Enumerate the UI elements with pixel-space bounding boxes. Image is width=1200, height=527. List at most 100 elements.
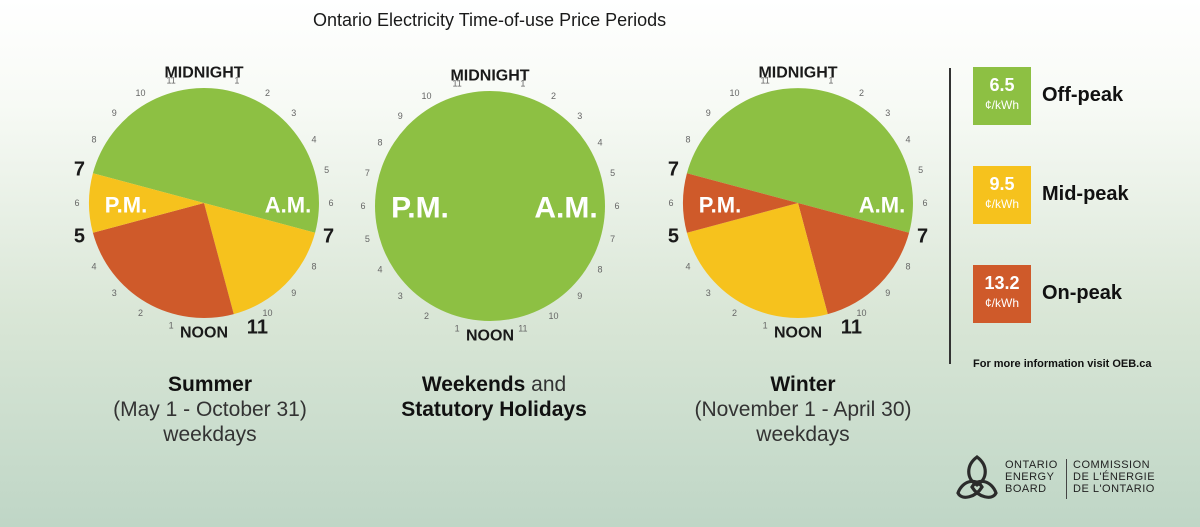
hour-tick-label: 3 (885, 108, 890, 118)
oeb-logo: ONTARIO ENERGY BOARD COMMISSION DE L'ÉNE… (952, 453, 1192, 507)
noon-label: NOON (180, 325, 228, 342)
oeb-logo-en-line: ONTARIO (1005, 459, 1058, 471)
hour-tick-label: 6 (922, 198, 927, 208)
clock-weekends: 12345678910111234567891011MIDNIGHTNOONA.… (360, 68, 619, 345)
hour-tick-label: 11 (760, 75, 769, 85)
pm-label: P.M. (105, 193, 147, 218)
clock-segment-on_peak (798, 203, 910, 315)
hour-tick-label: 11 (518, 324, 527, 334)
noon-label: NOON (774, 325, 822, 342)
hour-tick-label: 1 (169, 321, 174, 331)
noon-label: NOON (466, 328, 514, 345)
hour-tick-label: 4 (378, 265, 383, 275)
hour-tick-label: 5 (918, 165, 923, 175)
clock-segment-mid_peak (686, 203, 828, 318)
hour-tick-label: 9 (885, 288, 890, 298)
hour-tick-label: 7 (365, 168, 370, 178)
oeb-logo-en-line: ENERGY (1005, 471, 1055, 483)
hour-tick-label: 4 (597, 138, 602, 148)
hour-tick-label: 2 (265, 88, 270, 98)
clock-summer: 12345689101234689101171157MIDNIGHTNOONA.… (74, 65, 334, 342)
caption-winter-dates: (November 1 - April 30) (694, 398, 912, 421)
transition-hour-label: 5 (668, 225, 679, 247)
pm-label: P.M. (391, 192, 449, 225)
caption-summer-days: weekdays (163, 423, 257, 446)
oeb-logo-fr-line: DE L'ÉNERGIE (1073, 471, 1156, 483)
hour-tick-label: 1 (520, 78, 525, 88)
clock-segment-on_peak (92, 203, 234, 318)
hour-tick-label: 1 (828, 75, 833, 85)
hour-tick-label: 10 (135, 88, 145, 98)
hour-tick-label: 8 (378, 138, 383, 148)
legend-off-peak-unit: ¢/kWh (984, 98, 1019, 112)
clock-segment-mid_peak (89, 173, 204, 233)
clock-segment-mid_peak (204, 203, 316, 315)
transition-hour-label: 5 (74, 225, 85, 247)
transition-hour-label: 7 (668, 159, 679, 181)
midnight-label: MIDNIGHT (450, 68, 529, 85)
legend-mid-peak-unit: ¢/kWh (984, 197, 1019, 211)
caption-winter-days: weekdays (756, 423, 850, 446)
transition-hour-label: 7 (323, 225, 334, 247)
oeb-logo-divider (1066, 459, 1067, 499)
legend-mid-peak-value: 9.5 (989, 174, 1015, 194)
caption-summer-dates: (May 1 - October 31) (113, 398, 307, 421)
hour-tick-label: 10 (856, 308, 866, 318)
legend-on-peak-label: On-peak (1042, 282, 1123, 304)
oeb-logo-english: ONTARIO ENERGY BOARD (1005, 459, 1058, 495)
hour-tick-label: 9 (706, 108, 711, 118)
hour-tick-label: 10 (548, 311, 558, 321)
hour-tick-label: 4 (311, 135, 316, 145)
hour-tick-label: 2 (138, 308, 143, 318)
hour-tick-label: 9 (112, 108, 117, 118)
hour-tick-label: 2 (424, 311, 429, 321)
hour-tick-label: 3 (706, 288, 711, 298)
hour-tick-label: 9 (291, 288, 296, 298)
hour-tick-label: 6 (74, 198, 79, 208)
legend-swatch-on-peak: 13.2 ¢/kWh (973, 265, 1031, 323)
hour-tick-label: 10 (729, 88, 739, 98)
transition-hour-label: 7 (74, 159, 85, 181)
oeb-logo-fr-line: COMMISSION (1073, 459, 1151, 471)
hour-tick-label: 4 (905, 135, 910, 145)
transition-hour-label: 11 (247, 317, 268, 339)
clock-segment-on_peak (682, 173, 798, 233)
transition-hour-label: 7 (917, 225, 928, 247)
oeb-logo-icon (956, 455, 998, 499)
midnight-label: MIDNIGHT (164, 65, 243, 82)
legend-swatch-mid-peak: 9.5 ¢/kWh (973, 166, 1031, 224)
hour-tick-label: 6 (668, 198, 673, 208)
hour-tick-label: 1 (763, 321, 768, 331)
clock-winter: 12345689101234689101171157MIDNIGHTNOONA.… (668, 65, 928, 342)
hour-tick-label: 1 (234, 75, 239, 85)
hour-tick-label: 3 (291, 108, 296, 118)
oeb-logo-en-line: BOARD (1005, 483, 1047, 495)
oeb-logo-french: COMMISSION DE L'ÉNERGIE DE L'ONTARIO (1073, 459, 1155, 495)
hour-tick-label: 8 (597, 265, 602, 275)
caption-weekends-and: and (525, 373, 567, 396)
hour-tick-label: 1 (455, 324, 460, 334)
hour-tick-label: 9 (577, 291, 582, 301)
hour-tick-label: 4 (92, 262, 97, 272)
hour-tick-label: 9 (398, 111, 403, 121)
info-text: For more information visit OEB.ca (973, 358, 1152, 370)
caption-weekends: Weekends and Statutory Holidays (344, 372, 644, 422)
legend-on-peak-unit: ¢/kWh (984, 296, 1019, 310)
hour-tick-label: 5 (610, 168, 615, 178)
hour-tick-label: 11 (166, 75, 175, 85)
hour-tick-label: 3 (112, 288, 117, 298)
hour-tick-label: 6 (360, 201, 365, 211)
hour-tick-label: 7 (610, 234, 615, 244)
hour-tick-label: 5 (365, 234, 370, 244)
midnight-label: MIDNIGHT (758, 65, 837, 82)
transition-hour-label: 11 (841, 317, 862, 339)
hour-tick-label: 2 (859, 88, 864, 98)
caption-summer: Summer (May 1 - October 31) weekdays (60, 372, 360, 447)
legend-divider (949, 68, 951, 364)
clock-segment-off_peak (686, 88, 913, 233)
oeb-logo-fr-line: DE L'ONTARIO (1073, 483, 1155, 495)
hour-tick-label: 10 (262, 308, 272, 318)
am-label: A.M. (265, 193, 311, 218)
hour-tick-label: 8 (905, 262, 910, 272)
